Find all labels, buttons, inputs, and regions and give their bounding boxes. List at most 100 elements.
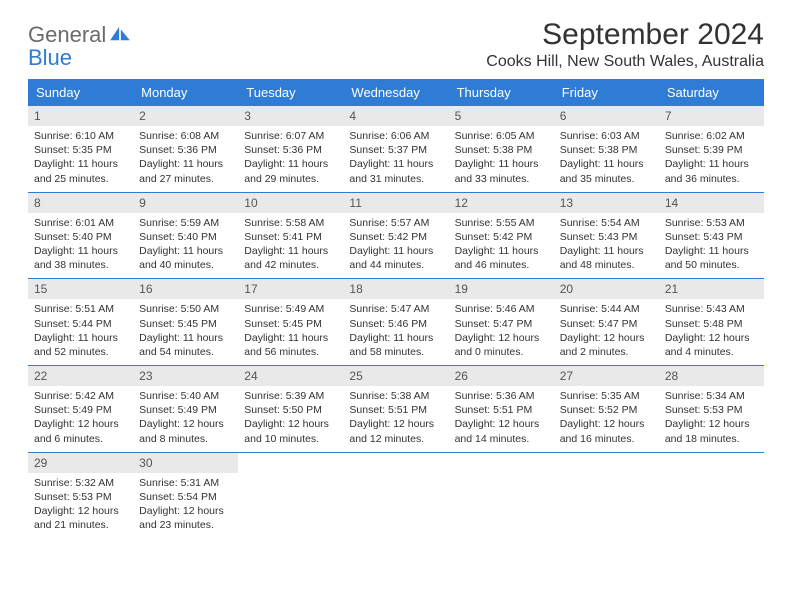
calendar-day: 24Sunrise: 5:39 AMSunset: 5:50 PMDayligh… [238, 366, 343, 453]
day-number: 11 [343, 193, 448, 213]
title-block: September 2024 Cooks Hill, New South Wal… [486, 18, 764, 71]
day-info: Sunrise: 5:40 AMSunset: 5:49 PMDaylight:… [139, 389, 232, 446]
calendar-week: 22 Sunrise: 5:42 AMSunset: 5:49 PMDayligh… [28, 366, 764, 453]
calendar-day: 16 Sunrise: 5:50 AMSunset: 5:45 PMDayligh… [133, 279, 238, 366]
day-info: Sunrise: 5:57 AMSunset: 5:42 PMDaylight:… [349, 216, 442, 273]
day-number: 7 [659, 106, 764, 126]
day-header: Tuesday [238, 79, 343, 106]
day-number: 12 [449, 193, 554, 213]
month-title: September 2024 [486, 18, 764, 51]
calendar-day: 8Sunrise: 6:01 AMSunset: 5:40 PMDaylight… [28, 192, 133, 279]
calendar-day: 26Sunrise: 5:36 AMSunset: 5:51 PMDayligh… [449, 366, 554, 453]
calendar-day: 30 Sunrise: 5:31 AMSunset: 5:54 PMDayligh… [133, 452, 238, 538]
day-number: 13 [554, 193, 659, 213]
day-info: Sunrise: 6:10 AMSunset: 5:35 PMDaylight:… [34, 129, 127, 186]
calendar-empty [554, 452, 659, 538]
calendar-day: 23 Sunrise: 5:40 AMSunset: 5:49 PMDayligh… [133, 366, 238, 453]
calendar-day: 17Sunrise: 5:49 AMSunset: 5:45 PMDayligh… [238, 279, 343, 366]
day-number: 21 [659, 279, 764, 299]
day-header: Monday [133, 79, 238, 106]
day-header: Thursday [449, 79, 554, 106]
day-info: Sunrise: 5:43 AMSunset: 5:48 PMDaylight:… [665, 302, 758, 359]
day-header: Wednesday [343, 79, 448, 106]
day-header: Friday [554, 79, 659, 106]
calendar-day: 10Sunrise: 5:58 AMSunset: 5:41 PMDayligh… [238, 192, 343, 279]
day-number: 17 [238, 279, 343, 299]
day-number: 30 [133, 453, 238, 473]
day-number: 15 [28, 279, 133, 299]
day-info: Sunrise: 6:07 AMSunset: 5:36 PMDaylight:… [244, 129, 337, 186]
day-info: Sunrise: 5:34 AMSunset: 5:53 PMDaylight:… [665, 389, 758, 446]
day-info: Sunrise: 6:05 AMSunset: 5:38 PMDaylight:… [455, 129, 548, 186]
day-header: Sunday [28, 79, 133, 106]
day-info: Sunrise: 6:06 AMSunset: 5:37 PMDaylight:… [349, 129, 442, 186]
calendar-week: 1 Sunrise: 6:10 AMSunset: 5:35 PMDaylight… [28, 106, 764, 192]
calendar-day: 19Sunrise: 5:46 AMSunset: 5:47 PMDayligh… [449, 279, 554, 366]
calendar-day: 2Sunrise: 6:08 AMSunset: 5:36 PMDaylight… [133, 106, 238, 192]
day-number: 23 [133, 366, 238, 386]
day-number: 26 [449, 366, 554, 386]
day-number: 27 [554, 366, 659, 386]
day-info: Sunrise: 5:38 AMSunset: 5:51 PMDaylight:… [349, 389, 442, 446]
day-info: Sunrise: 5:47 AMSunset: 5:46 PMDaylight:… [349, 302, 442, 359]
calendar-week: 8Sunrise: 6:01 AMSunset: 5:40 PMDaylight… [28, 192, 764, 279]
day-info: Sunrise: 5:50 AMSunset: 5:45 PMDaylight:… [139, 302, 232, 359]
calendar-day: 22 Sunrise: 5:42 AMSunset: 5:49 PMDayligh… [28, 366, 133, 453]
day-info: Sunrise: 6:02 AMSunset: 5:39 PMDaylight:… [665, 129, 758, 186]
day-info: Sunrise: 6:03 AMSunset: 5:38 PMDaylight:… [560, 129, 653, 186]
day-info: Sunrise: 5:51 AMSunset: 5:44 PMDaylight:… [34, 302, 127, 359]
day-info: Sunrise: 5:32 AMSunset: 5:53 PMDaylight:… [34, 476, 127, 533]
calendar-day: 29Sunrise: 5:32 AMSunset: 5:53 PMDayligh… [28, 452, 133, 538]
logo: General Blue [28, 24, 131, 70]
calendar-day: 28Sunrise: 5:34 AMSunset: 5:53 PMDayligh… [659, 366, 764, 453]
calendar-day: 18Sunrise: 5:47 AMSunset: 5:46 PMDayligh… [343, 279, 448, 366]
day-number: 8 [28, 193, 133, 213]
day-number: 22 [28, 366, 133, 386]
calendar-day: 14 Sunrise: 5:53 AMSunset: 5:43 PMDayligh… [659, 192, 764, 279]
day-info: Sunrise: 5:53 AMSunset: 5:43 PMDaylight:… [665, 216, 758, 273]
day-number: 24 [238, 366, 343, 386]
calendar-empty [343, 452, 448, 538]
day-info: Sunrise: 5:31 AMSunset: 5:54 PMDaylight:… [139, 476, 232, 533]
calendar-day: 27 Sunrise: 5:35 AMSunset: 5:52 PMDayligh… [554, 366, 659, 453]
calendar-day: 13 Sunrise: 5:54 AMSunset: 5:43 PMDayligh… [554, 192, 659, 279]
calendar-day: 1 Sunrise: 6:10 AMSunset: 5:35 PMDaylight… [28, 106, 133, 192]
calendar-day: 3Sunrise: 6:07 AMSunset: 5:36 PMDaylight… [238, 106, 343, 192]
day-number: 9 [133, 193, 238, 213]
calendar-day: 21 Sunrise: 5:43 AMSunset: 5:48 PMDayligh… [659, 279, 764, 366]
calendar-empty [238, 452, 343, 538]
calendar-day: 11 Sunrise: 5:57 AMSunset: 5:42 PMDayligh… [343, 192, 448, 279]
day-number: 25 [343, 366, 448, 386]
day-info: Sunrise: 5:42 AMSunset: 5:49 PMDaylight:… [34, 389, 127, 446]
day-header-row: SundayMondayTuesdayWednesdayThursdayFrid… [28, 79, 764, 106]
day-info: Sunrise: 5:58 AMSunset: 5:41 PMDaylight:… [244, 216, 337, 273]
calendar-day: 15 Sunrise: 5:51 AMSunset: 5:44 PMDayligh… [28, 279, 133, 366]
calendar-empty [449, 452, 554, 538]
calendar-day: 4 Sunrise: 6:06 AMSunset: 5:37 PMDaylight… [343, 106, 448, 192]
day-number: 1 [28, 106, 133, 126]
calendar-day: 25 Sunrise: 5:38 AMSunset: 5:51 PMDayligh… [343, 366, 448, 453]
day-number: 5 [449, 106, 554, 126]
calendar-day: 7 Sunrise: 6:02 AMSunset: 5:39 PMDaylight… [659, 106, 764, 192]
day-info: Sunrise: 6:08 AMSunset: 5:36 PMDaylight:… [139, 129, 232, 186]
calendar-day: 12Sunrise: 5:55 AMSunset: 5:42 PMDayligh… [449, 192, 554, 279]
day-number: 16 [133, 279, 238, 299]
calendar-day: 20Sunrise: 5:44 AMSunset: 5:47 PMDayligh… [554, 279, 659, 366]
day-number: 6 [554, 106, 659, 126]
location: Cooks Hill, New South Wales, Australia [486, 53, 764, 71]
calendar-week: 15 Sunrise: 5:51 AMSunset: 5:44 PMDayligh… [28, 279, 764, 366]
calendar-day: 6 Sunrise: 6:03 AMSunset: 5:38 PMDaylight… [554, 106, 659, 192]
day-number: 20 [554, 279, 659, 299]
calendar-week: 29Sunrise: 5:32 AMSunset: 5:53 PMDayligh… [28, 452, 764, 538]
logo-text-blue: Blue [28, 45, 72, 70]
logo-sail-icon [109, 26, 131, 42]
calendar-empty [659, 452, 764, 538]
calendar-table: SundayMondayTuesdayWednesdayThursdayFrid… [28, 79, 764, 538]
calendar-day: 9 Sunrise: 5:59 AMSunset: 5:40 PMDaylight… [133, 192, 238, 279]
header: General Blue September 2024 Cooks Hill, … [28, 18, 764, 71]
day-info: Sunrise: 5:54 AMSunset: 5:43 PMDaylight:… [560, 216, 653, 273]
day-info: Sunrise: 5:59 AMSunset: 5:40 PMDaylight:… [139, 216, 232, 273]
day-number: 4 [343, 106, 448, 126]
day-number: 14 [659, 193, 764, 213]
day-info: Sunrise: 5:35 AMSunset: 5:52 PMDaylight:… [560, 389, 653, 446]
